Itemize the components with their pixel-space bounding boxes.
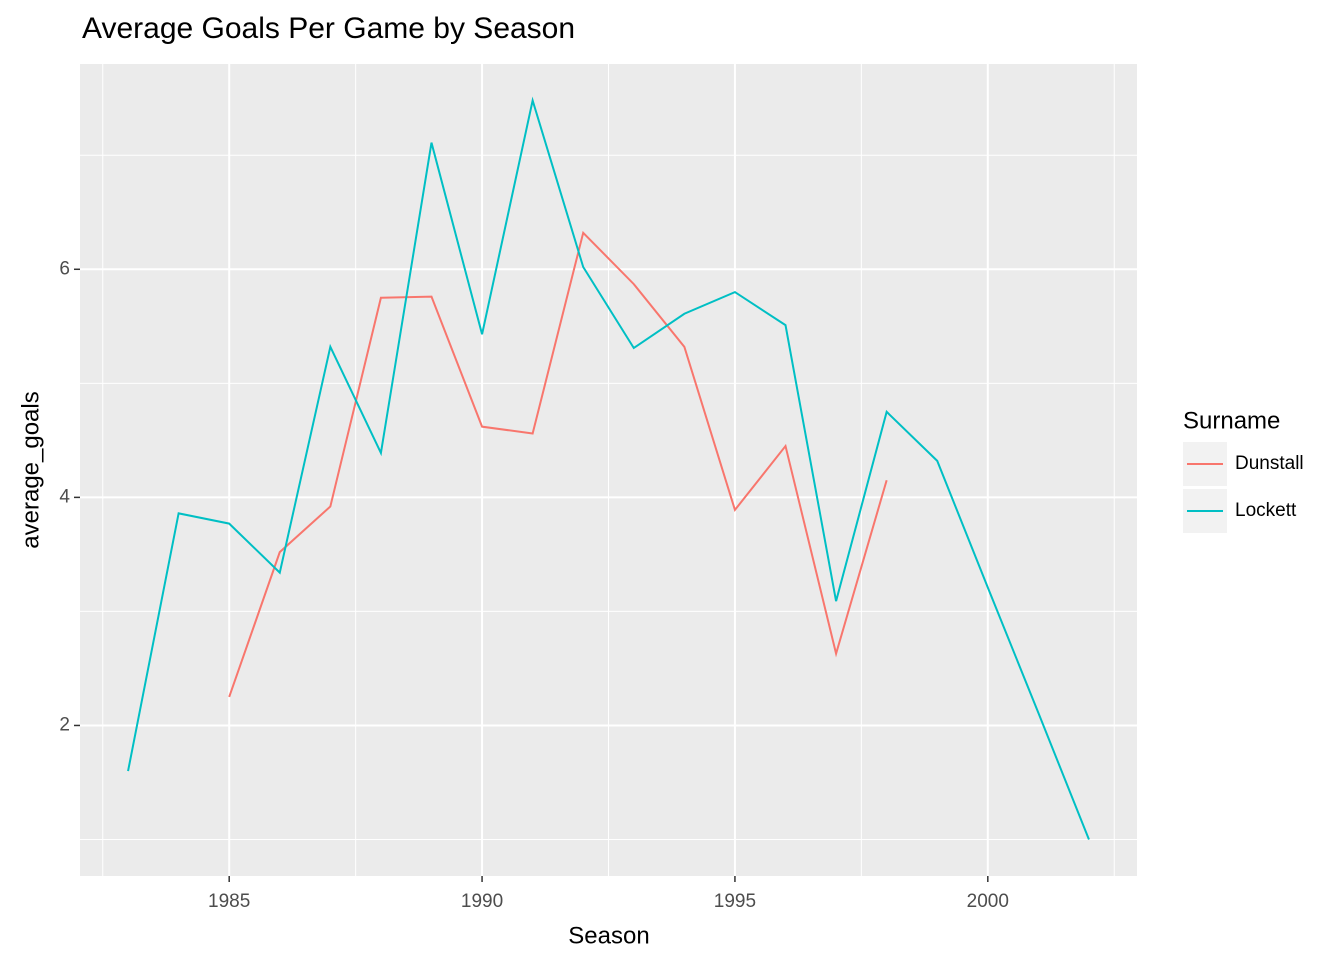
x-tick-label: 1995 [714,891,756,912]
y-tick-label: 2 [59,714,70,735]
x-tick-label: 2000 [967,891,1009,912]
x-axis-label: Season [568,922,649,949]
line [228,230,888,698]
x-tick-label: 1985 [208,891,250,912]
y-axis-label: average_goals [17,391,44,548]
line [127,96,1090,840]
chart-title: Average Goals Per Game by Season [82,12,575,45]
y-tick-label: 6 [59,258,70,279]
x-tick-label: 1990 [461,891,503,912]
y-tick-label: 4 [59,486,70,507]
legend-label: Dunstall [1235,453,1304,474]
legend-title: Surname [1183,407,1280,434]
legend-label: Lockett [1235,500,1297,521]
